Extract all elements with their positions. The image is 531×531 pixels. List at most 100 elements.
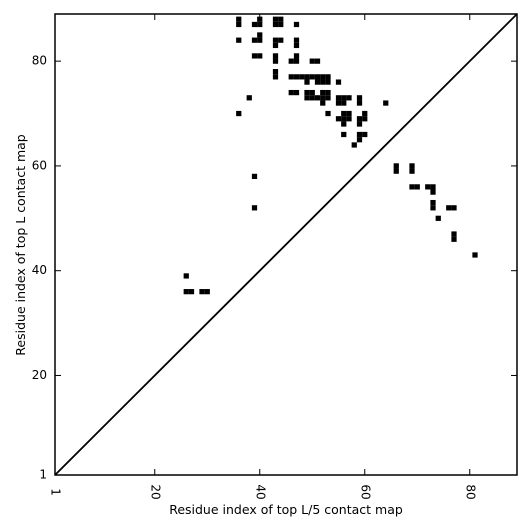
contact-point xyxy=(236,21,242,28)
contact-point xyxy=(362,116,368,122)
contact-point xyxy=(325,74,331,80)
contact-point xyxy=(430,189,436,195)
contact-point xyxy=(362,110,368,117)
contact-point xyxy=(293,37,300,43)
contact-point xyxy=(314,79,321,85)
contact-point xyxy=(409,184,415,190)
contact-point xyxy=(251,37,258,43)
contact-point xyxy=(335,100,342,106)
contact-point xyxy=(472,252,478,258)
contact-point xyxy=(304,89,310,96)
contact-point xyxy=(346,95,352,101)
contact-point xyxy=(341,121,347,127)
y-tick-label: 80 xyxy=(32,54,47,68)
contact-point xyxy=(257,53,263,59)
contact-point xyxy=(199,289,205,295)
contact-point xyxy=(236,110,242,117)
contact-point xyxy=(246,95,252,101)
contact-point xyxy=(272,42,279,49)
contact-point xyxy=(356,131,363,138)
contact-point xyxy=(393,168,399,174)
x-tick-label: 60 xyxy=(358,484,372,499)
contact-point xyxy=(236,16,242,22)
contact-point xyxy=(356,95,363,101)
contact-point xyxy=(356,137,363,143)
x-tick-label: 20 xyxy=(148,484,162,499)
contact-point xyxy=(309,58,315,64)
contact-point xyxy=(304,74,310,80)
contact-point xyxy=(446,205,452,211)
y-tick-label: 40 xyxy=(32,263,47,277)
contact-point xyxy=(236,37,242,43)
contact-point xyxy=(383,100,389,106)
contact-point xyxy=(356,121,363,127)
diagonal-line xyxy=(54,13,518,476)
y-tick-label: 20 xyxy=(32,368,47,382)
contact-point xyxy=(257,32,263,38)
contact-point xyxy=(304,79,310,85)
contact-point xyxy=(251,173,258,180)
contact-point xyxy=(325,110,331,117)
contact-point xyxy=(251,53,258,59)
contact-point xyxy=(278,37,284,43)
contact-point xyxy=(409,168,415,174)
y-axis-label: Residue index of top L contact map xyxy=(13,134,28,355)
contact-point xyxy=(341,110,347,117)
x-tick-label: 1 xyxy=(49,488,63,496)
contact-point xyxy=(288,58,294,64)
contact-point xyxy=(393,163,399,169)
contact-point xyxy=(341,95,347,101)
contact-point xyxy=(278,16,284,22)
contact-point xyxy=(272,16,279,22)
contact-point xyxy=(304,95,310,101)
contact-point xyxy=(320,95,326,101)
x-tick-label: 80 xyxy=(463,484,477,499)
contact-point xyxy=(293,58,300,64)
contact-point xyxy=(272,74,279,80)
contact-point xyxy=(314,58,321,64)
contact-point xyxy=(356,116,363,122)
contact-point xyxy=(341,131,347,138)
contact-point xyxy=(320,100,326,106)
plot-frame xyxy=(54,13,518,476)
contact-point xyxy=(251,21,258,28)
contact-point xyxy=(309,95,315,101)
contact-point xyxy=(341,100,347,106)
contact-point xyxy=(293,53,300,59)
contact-point xyxy=(309,74,315,80)
contact-point xyxy=(293,74,300,80)
contact-point xyxy=(272,53,279,59)
contact-point xyxy=(272,58,279,64)
contact-point xyxy=(183,273,189,279)
contact-point xyxy=(451,231,457,237)
contact-point xyxy=(341,116,347,122)
contact-point xyxy=(451,236,457,242)
contact-point xyxy=(430,184,436,190)
contact-point xyxy=(325,89,331,96)
contact-point xyxy=(272,69,279,75)
contact-point xyxy=(335,116,342,122)
axis-ticks: 1 20 40 60 80 1 20 40 60 80 xyxy=(32,14,517,500)
contact-point xyxy=(409,163,415,169)
contact-point xyxy=(293,42,300,49)
contact-point xyxy=(430,199,436,206)
contact-point xyxy=(320,79,326,85)
contact-point xyxy=(309,89,315,96)
contact-point xyxy=(335,95,342,101)
contact-point xyxy=(435,215,441,221)
contact-point xyxy=(356,100,363,106)
contact-point xyxy=(183,289,189,295)
x-tick-label: 40 xyxy=(253,484,267,499)
contact-point xyxy=(451,205,457,211)
contact-point xyxy=(278,21,284,28)
contact-point xyxy=(320,89,326,96)
contact-point xyxy=(293,21,300,28)
contact-point xyxy=(257,21,263,28)
contact-point xyxy=(272,21,279,28)
contact-point xyxy=(351,142,357,148)
contact-point xyxy=(362,131,368,138)
contact-point xyxy=(314,74,321,80)
contact-point xyxy=(325,79,331,85)
contact-point xyxy=(188,289,195,295)
